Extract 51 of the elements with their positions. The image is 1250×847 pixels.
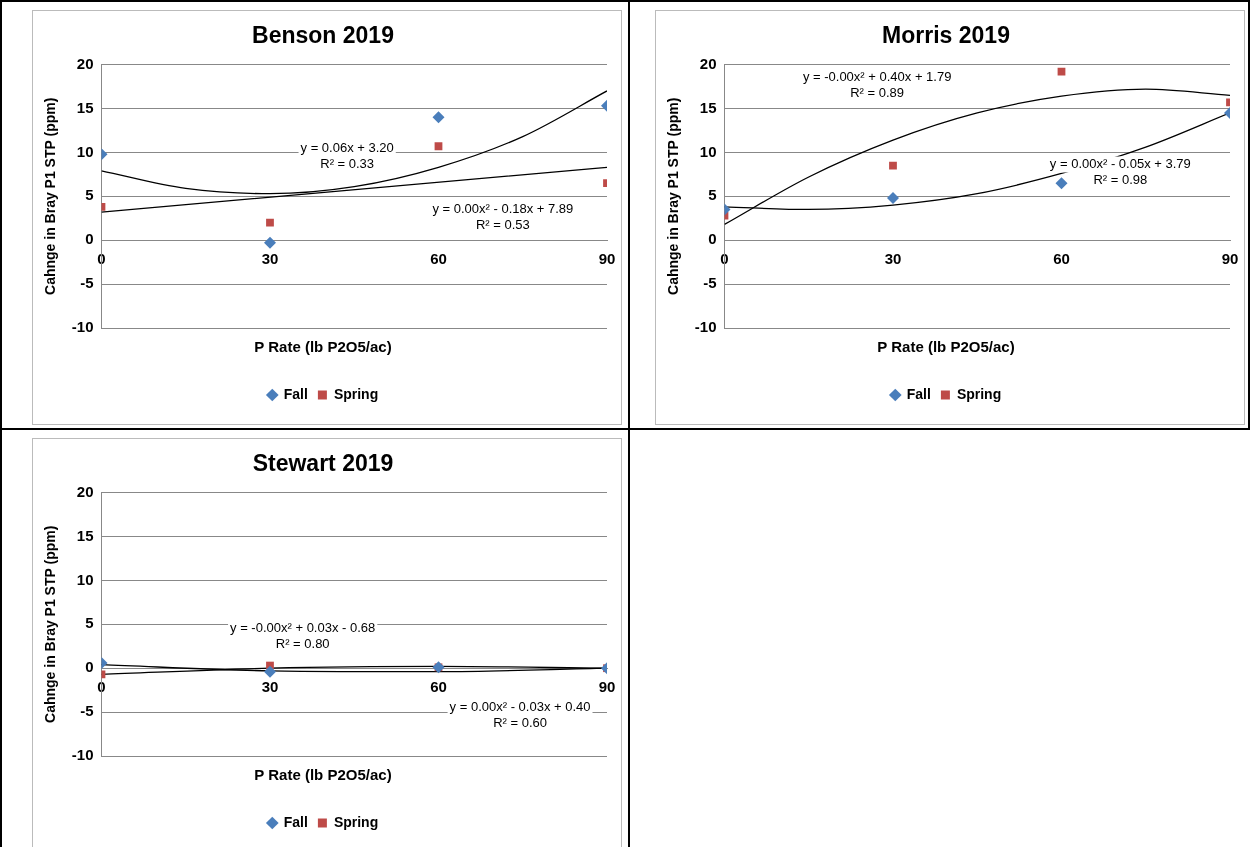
y-tick-label: -5: [80, 702, 94, 720]
y-tick-label: 5: [708, 186, 717, 204]
x-tick-label: 60: [430, 678, 447, 696]
y-tick-label: -5: [703, 274, 717, 292]
y-axis-title: Cahnge in Bray P1 STP (ppm): [42, 97, 59, 295]
chart-title: Stewart 2019: [252, 450, 394, 477]
legend-label: Spring: [333, 813, 379, 830]
legend-label: Spring: [333, 385, 379, 402]
y-tick-label: 10: [76, 142, 94, 160]
legend-label: Fall: [283, 385, 308, 402]
legend-label: Fall: [906, 385, 931, 402]
x-tick-label: 60: [1053, 250, 1070, 268]
y-tick-label: 5: [85, 614, 94, 632]
y-tick-label: 5: [85, 186, 94, 204]
y-tick-label: 15: [699, 98, 717, 116]
legend-label: Spring: [956, 385, 1002, 402]
x-axis-title: P Rate (lb P2O5/ac): [254, 765, 392, 783]
y-tick-label: -10: [71, 746, 94, 764]
x-axis-title: P Rate (lb P2O5/ac): [254, 337, 392, 355]
y-tick-label: 10: [699, 142, 717, 160]
x-tick-label: 90: [598, 678, 616, 696]
annotation: y = -0.00x² + 0.03x - 0.68 R² = 0.80: [230, 620, 376, 652]
chart-title: Benson 2019: [252, 22, 394, 49]
x-tick-label: 60: [430, 250, 447, 268]
chart-title: Morris 2019: [882, 22, 1010, 49]
y-tick-label: 20: [76, 482, 94, 500]
y-tick-label: 20: [699, 54, 717, 72]
y-tick-label: -5: [80, 274, 94, 292]
annotation: y = -0.00x² + 0.40x + 1.79 R² = 0.89: [802, 69, 952, 101]
annotation: y = 0.00x² - 0.05x + 3.79 R² = 0.98: [1049, 156, 1191, 188]
y-tick-label: 0: [85, 658, 94, 676]
y-axis-title: Cahnge in Bray P1 STP (ppm): [42, 525, 59, 723]
y-tick-label: 0: [708, 230, 717, 248]
y-tick-label: 10: [76, 570, 94, 588]
annotation: y = 0.00x² - 0.03x + 0.40 R² = 0.60: [449, 699, 591, 731]
y-tick-label: -10: [71, 318, 94, 336]
x-tick-label: 30: [261, 678, 279, 696]
y-tick-label: 15: [76, 526, 94, 544]
annotation: y = 0.06x + 3.20 R² = 0.33: [300, 139, 394, 171]
legend-label: Fall: [283, 813, 308, 830]
y-axis-title: Cahnge in Bray P1 STP (ppm): [665, 97, 682, 295]
x-tick-label: 30: [261, 250, 279, 268]
y-tick-label: 15: [76, 98, 94, 116]
x-tick-label: 30: [884, 250, 902, 268]
x-tick-label: 90: [1221, 250, 1239, 268]
x-tick-label: 90: [598, 250, 616, 268]
y-tick-label: 0: [85, 230, 94, 248]
x-axis-title: P Rate (lb P2O5/ac): [877, 337, 1015, 355]
y-tick-label: 20: [76, 54, 94, 72]
annotation: y = 0.00x² - 0.18x + 7.89 R² = 0.53: [432, 200, 574, 232]
y-tick-label: -10: [694, 318, 717, 336]
